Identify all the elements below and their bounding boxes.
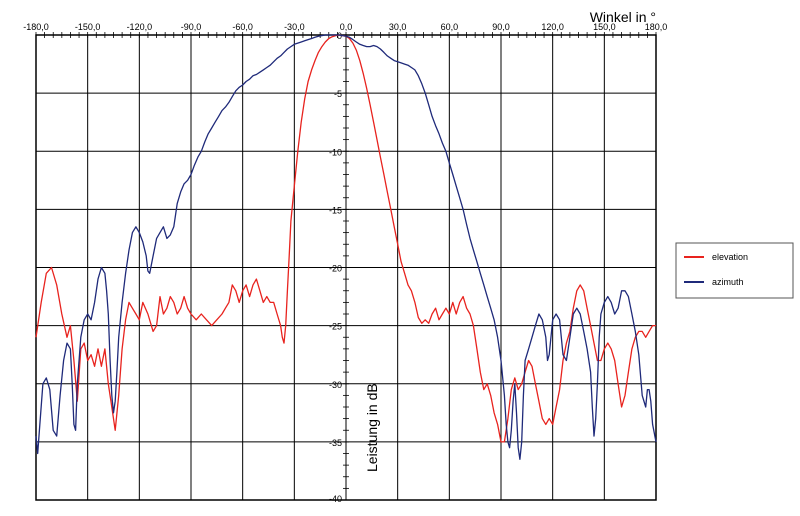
y-tick-label: -5	[334, 89, 342, 99]
y-tick-label: -25	[329, 322, 342, 332]
legend-box	[675, 242, 794, 299]
x-tick-label: -30,0	[284, 22, 305, 32]
legend-label-elevation: elevation	[712, 252, 748, 262]
x-tick-label: 150,0	[593, 22, 616, 32]
y-axis: 0 -5 -10 -15 -20 -25 -30 -35 -40	[329, 31, 349, 504]
series-lines	[35, 34, 657, 460]
y-tick-label: -35	[329, 438, 342, 448]
x-tick-label: 0,0	[340, 22, 353, 32]
x-tick-label: -150,0	[75, 22, 101, 32]
y-tick-label: 0	[337, 31, 342, 41]
legend: elevation azimuth	[675, 242, 794, 299]
x-tick-label: -60,0	[232, 22, 253, 32]
x-axis: -180,0 -150,0 -120,0 -90,0 -60,0 -30,0 0,0 30,0…	[23, 22, 667, 38]
y-tick-label: -10	[329, 147, 342, 157]
x-axis-title: Winkel in °	[590, 9, 656, 25]
x-tick-label: 180,0	[645, 22, 668, 32]
x-tick-label: -90,0	[181, 22, 202, 32]
x-tick-label: -120,0	[127, 22, 153, 32]
y-tick-label: -20	[329, 264, 342, 274]
x-tick-label: 90,0	[492, 22, 510, 32]
legend-label-azimuth: azimuth	[712, 277, 744, 287]
series-line-elevation	[35, 34, 656, 443]
x-tick-label: 120,0	[541, 22, 564, 32]
y-axis-title: Leistung in dB	[364, 383, 380, 472]
y-tick-label: -40	[329, 494, 342, 504]
x-tick-label: 30,0	[389, 22, 407, 32]
y-tick-label: -30	[329, 380, 342, 390]
series-line-azimuth	[35, 34, 657, 460]
x-tick-label: 60,0	[441, 22, 459, 32]
y-tick-label: -15	[329, 205, 342, 215]
x-tick-label: -180,0	[23, 22, 49, 32]
